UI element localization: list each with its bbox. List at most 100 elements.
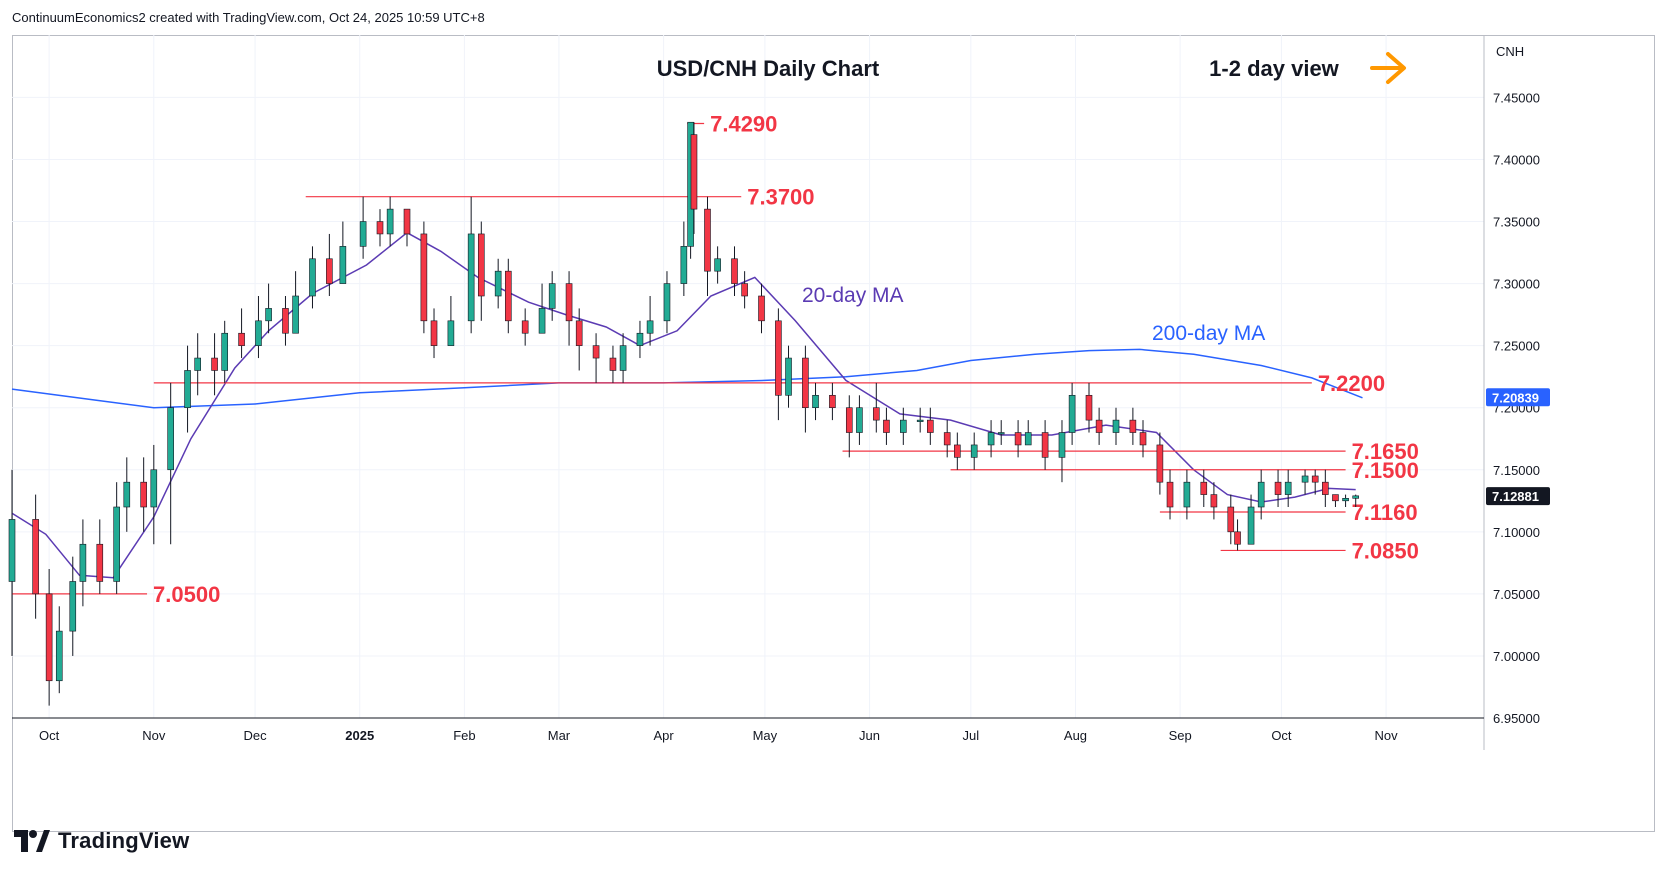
candle-body [872,407,880,421]
candle-body [447,320,455,346]
candle-body [1085,394,1093,421]
candle-body [211,357,218,371]
level-label: 7.3700 [747,185,814,210]
level-label: 7.2200 [1318,371,1385,396]
candle-body [927,419,934,433]
candle-body [1041,432,1049,458]
candle-body [1247,506,1255,545]
candle-body [775,320,782,396]
candle-body [309,258,316,297]
candle-body [255,320,262,346]
x-tick-label: Jul [963,728,980,743]
x-tick-label: Apr [653,728,674,743]
x-tick-label: Sep [1169,728,1192,743]
x-tick-label: 2025 [345,728,374,743]
price-tags: 7.20839 7.12881 [1486,388,1550,506]
candle-body [140,481,147,508]
ma20-label: 20-day MA [802,284,904,307]
candle-body [1332,494,1339,502]
candle-body [282,308,289,334]
y-tick-label: 6.95000 [1493,711,1540,726]
y-tick-label: 7.30000 [1493,277,1540,292]
candle-body [829,394,836,409]
price-axis: CNH 7.45000 7.40000 7.35000 7.30000 7.25000 7.… [1483,35,1540,750]
level-label: 7.4290 [710,111,777,136]
candle-body [1200,481,1208,495]
candle-body [845,407,853,433]
ma200-line [11,348,1363,409]
candle-body [221,332,228,371]
candle-body [1301,475,1309,483]
candle-body [970,444,978,458]
candle-body [1183,481,1191,508]
candle-body [123,481,131,508]
candle-body [96,543,104,582]
ma200-label: 200-day MA [1152,322,1265,345]
tradingview-logo-text: TradingView [58,828,190,853]
symbol-label: CNH [1496,44,1524,59]
x-tick-label: Dec [244,728,268,743]
candle-body [477,233,485,297]
annotations: USD/CNH Daily Chart 1-2 day view 20-day MA… [657,52,1406,345]
candle-body [609,357,617,371]
candle-body [704,208,711,272]
chart-title: USD/CNH Daily Chart [657,56,880,81]
candle-body [997,432,1005,435]
candle-body [916,419,924,422]
candle-body [680,246,688,284]
candle-body [900,419,907,433]
x-tick-label: Mar [548,728,571,743]
candle-body [403,208,411,235]
ma200-series [11,348,1363,409]
right-arrow-icon [1370,52,1406,84]
candle-body [636,332,644,346]
candle-body [326,258,333,284]
candle-body [1166,481,1174,508]
candle-body [663,283,671,322]
candle-body [376,221,384,235]
candle-body [1234,531,1241,545]
candle-body [1274,481,1282,495]
level-label: 7.0500 [153,582,220,607]
candle-body [1014,432,1022,446]
candle-body [943,432,951,446]
view-label: 1-2 day view [1209,56,1340,81]
candle-body [1058,432,1066,458]
candle-body [987,432,995,446]
arrow-head [1386,52,1406,84]
candle-body [467,233,475,322]
candle-body [954,444,961,458]
candle-body [856,407,863,433]
y-tick-label: 7.45000 [1493,90,1540,105]
candle-body [1112,419,1120,433]
candle-body [167,407,174,471]
candle-body [430,320,438,346]
candle-body [690,134,698,210]
candle-body [646,320,654,334]
y-tick-label: 7.35000 [1493,215,1540,230]
candle-body [1129,419,1137,433]
price-tag-label: 7.20839 [1492,390,1539,405]
price-tag-label: 7.12881 [1492,489,1539,504]
tradingview-logo[interactable]: TradingView [14,826,189,856]
candle-body [575,320,583,346]
candle-body [1024,432,1032,446]
candle-body [339,246,347,284]
y-tick-label: 7.40000 [1493,152,1540,167]
candle-body [8,519,16,582]
candle-body [184,370,191,409]
x-tick-label: Aug [1064,728,1087,743]
candle-body [79,543,87,582]
chart-attribution: ContinuumEconomics2 created with Trading… [12,10,485,25]
candle-body [1139,432,1147,446]
level-label: 7.0850 [1352,538,1419,563]
x-tick-label: Jun [859,728,880,743]
candle-body [420,233,428,322]
candle-body [238,332,245,346]
candlesticks [8,121,1360,706]
price-tag-bg [1486,388,1550,407]
candle-body [1352,495,1360,499]
candle-body [494,270,502,297]
candle-body [1156,444,1164,483]
